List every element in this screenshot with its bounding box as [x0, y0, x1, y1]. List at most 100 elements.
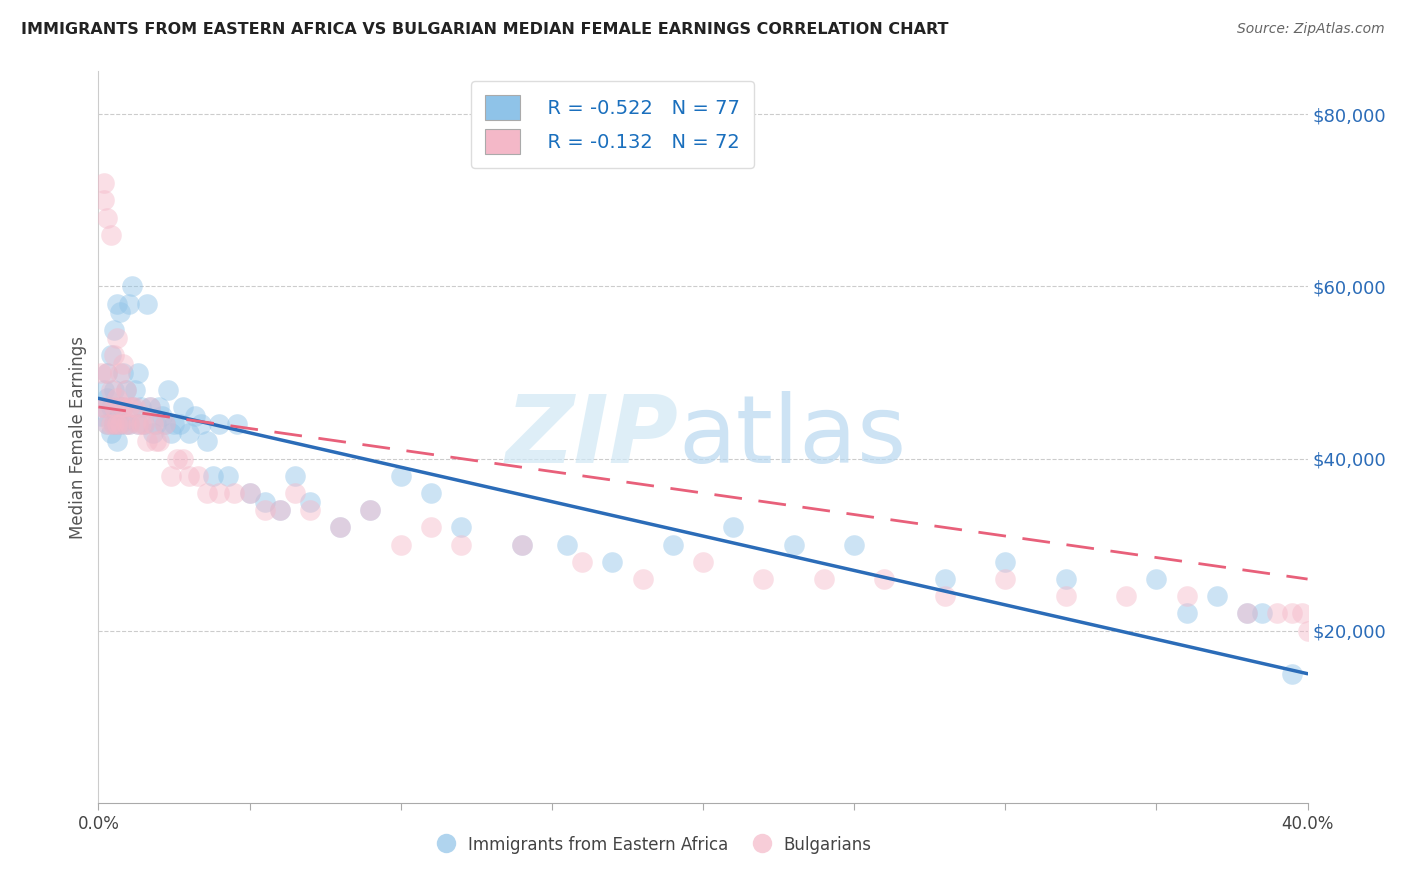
Point — [111, 400, 134, 414]
Point — [873, 572, 896, 586]
Point — [360, 503, 382, 517]
Point — [1267, 607, 1289, 621]
Point — [118, 296, 141, 310]
Point — [148, 434, 170, 449]
Point — [103, 417, 125, 432]
Point — [269, 503, 291, 517]
Point — [239, 486, 262, 500]
Point — [114, 417, 136, 432]
Point — [217, 468, 239, 483]
Point — [132, 417, 155, 432]
Point — [1251, 607, 1274, 621]
Point — [160, 425, 183, 440]
Point — [129, 417, 152, 432]
Point — [994, 572, 1017, 586]
Point — [139, 400, 162, 414]
Point — [96, 366, 118, 380]
Point — [299, 503, 322, 517]
Point — [105, 296, 128, 310]
Point — [153, 417, 176, 432]
Point — [723, 520, 745, 534]
Point — [299, 494, 322, 508]
Point — [135, 434, 157, 449]
Point — [108, 417, 131, 432]
Point — [114, 383, 136, 397]
Point — [103, 417, 125, 432]
Point — [145, 434, 167, 449]
Point — [179, 425, 201, 440]
Y-axis label: Median Female Earnings: Median Female Earnings — [69, 335, 87, 539]
Point — [96, 211, 118, 225]
Point — [420, 486, 443, 500]
Point — [142, 425, 165, 440]
Point — [114, 383, 136, 397]
Point — [1296, 624, 1319, 638]
Point — [253, 494, 276, 508]
Point — [661, 538, 683, 552]
Point — [202, 468, 225, 483]
Point — [93, 194, 115, 208]
Point — [166, 451, 188, 466]
Point — [135, 296, 157, 310]
Point — [420, 520, 443, 534]
Point — [100, 383, 122, 397]
Point — [139, 400, 162, 414]
Point — [195, 486, 218, 500]
Point — [1236, 607, 1258, 621]
Point — [96, 392, 118, 406]
Point — [121, 400, 143, 414]
Point — [145, 417, 167, 432]
Point — [813, 572, 835, 586]
Point — [93, 176, 115, 190]
Point — [510, 538, 533, 552]
Point — [360, 503, 382, 517]
Point — [1175, 607, 1198, 621]
Point — [269, 503, 291, 517]
Point — [93, 400, 115, 414]
Point — [127, 417, 149, 432]
Point — [127, 417, 149, 432]
Point — [124, 383, 146, 397]
Point — [631, 572, 654, 586]
Point — [103, 348, 125, 362]
Point — [1281, 607, 1303, 621]
Point — [90, 409, 112, 423]
Point — [100, 400, 122, 414]
Point — [692, 555, 714, 569]
Point — [111, 400, 134, 414]
Point — [160, 468, 183, 483]
Point — [1206, 589, 1229, 603]
Point — [108, 400, 131, 414]
Point — [284, 468, 307, 483]
Point — [450, 520, 472, 534]
Point — [571, 555, 593, 569]
Point — [1236, 607, 1258, 621]
Text: atlas: atlas — [679, 391, 907, 483]
Point — [118, 417, 141, 432]
Point — [187, 468, 209, 483]
Point — [169, 417, 191, 432]
Point — [752, 572, 775, 586]
Point — [184, 409, 207, 423]
Point — [934, 589, 956, 603]
Point — [1144, 572, 1167, 586]
Point — [163, 417, 186, 432]
Point — [329, 520, 352, 534]
Point — [108, 366, 131, 380]
Point — [329, 520, 352, 534]
Point — [1054, 572, 1077, 586]
Point — [153, 417, 176, 432]
Text: IMMIGRANTS FROM EASTERN AFRICA VS BULGARIAN MEDIAN FEMALE EARNINGS CORRELATION C: IMMIGRANTS FROM EASTERN AFRICA VS BULGAR… — [21, 22, 949, 37]
Point — [844, 538, 866, 552]
Point — [121, 400, 143, 414]
Point — [108, 400, 131, 414]
Point — [783, 538, 806, 552]
Point — [118, 417, 141, 432]
Point — [132, 417, 155, 432]
Point — [239, 486, 262, 500]
Point — [103, 383, 125, 397]
Point — [121, 279, 143, 293]
Point — [105, 392, 128, 406]
Point — [226, 417, 249, 432]
Point — [389, 538, 412, 552]
